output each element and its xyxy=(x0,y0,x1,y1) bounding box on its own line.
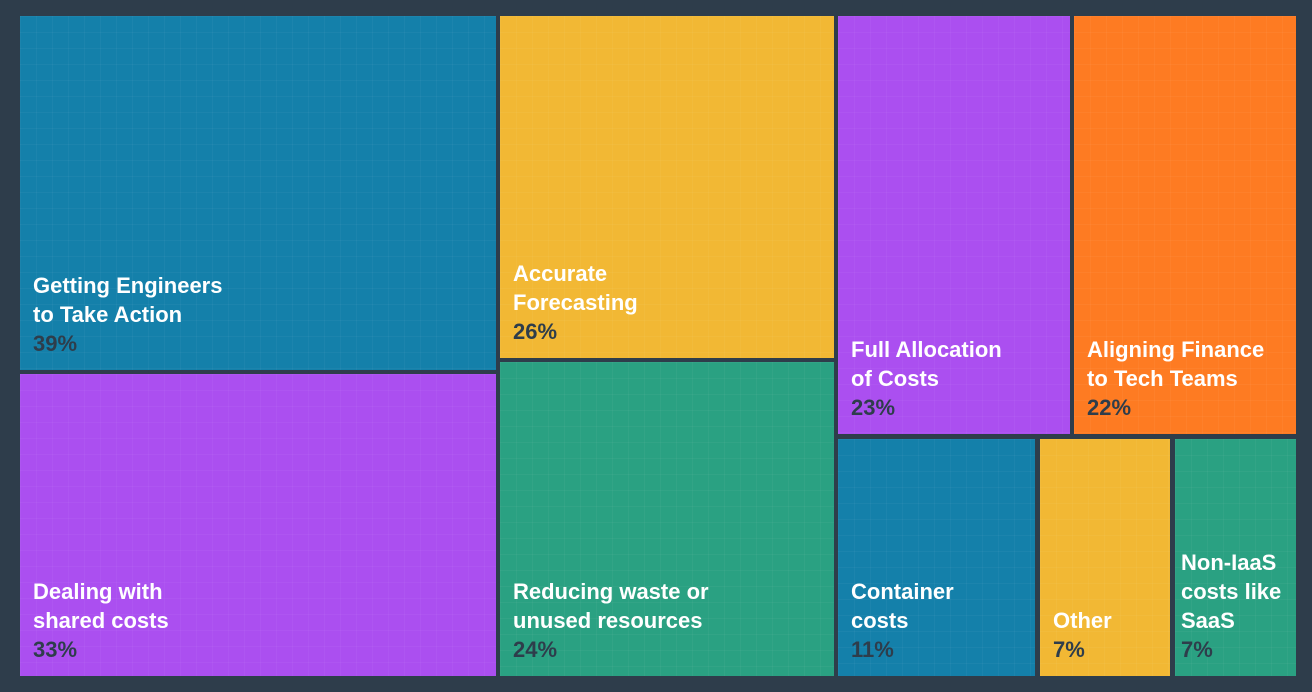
tile-label: Container costs 11% xyxy=(851,577,1027,664)
tile-category-label: Accurate Forecasting xyxy=(513,261,638,315)
tile-value-label: 39% xyxy=(33,331,78,356)
tile-label: Dealing with shared costs 33% xyxy=(33,577,488,664)
tile-label: Non-IaaS costs like SaaS 7% xyxy=(1181,548,1292,664)
tile-value-label: 7% xyxy=(1053,637,1085,662)
tile-value-label: 11% xyxy=(851,637,894,662)
tile-label: Getting Engineers to Take Action 39% xyxy=(33,271,488,358)
tile-label: Full Allocation of Costs 23% xyxy=(851,335,1062,422)
tile-value-label: 23% xyxy=(851,395,896,420)
treemap-tile: Getting Engineers to Take Action 39% xyxy=(20,16,496,370)
tile-label: Aligning Finance to Tech Teams 22% xyxy=(1087,335,1288,422)
tile-category-label: Non-IaaS costs like SaaS xyxy=(1181,550,1282,633)
tile-category-label: Reducing waste or unused resources xyxy=(513,579,709,633)
tile-label: Accurate Forecasting 26% xyxy=(513,259,826,346)
tile-category-label: Aligning Finance to Tech Teams xyxy=(1087,337,1265,391)
tile-category-label: Getting Engineers to Take Action xyxy=(33,273,223,327)
treemap-tile: Non-IaaS costs like SaaS 7% xyxy=(1175,439,1296,676)
tile-label: Other 7% xyxy=(1053,606,1162,664)
treemap-tile: Dealing with shared costs 33% xyxy=(20,374,496,676)
tile-category-label: Dealing with shared costs xyxy=(33,579,169,633)
treemap-tile: Reducing waste or unused resources 24% xyxy=(500,362,834,676)
tile-category-label: Other xyxy=(1053,608,1112,633)
tile-value-label: 22% xyxy=(1087,395,1132,420)
tile-value-label: 7% xyxy=(1181,637,1213,662)
treemap-tile: Other 7% xyxy=(1040,439,1170,676)
treemap-tile: Aligning Finance to Tech Teams 22% xyxy=(1074,16,1296,434)
treemap-tile: Full Allocation of Costs 23% xyxy=(838,16,1070,434)
tile-label: Reducing waste or unused resources 24% xyxy=(513,577,826,664)
treemap-tile: Container costs 11% xyxy=(838,439,1035,676)
tile-category-label: Full Allocation of Costs xyxy=(851,337,1002,391)
tile-value-label: 26% xyxy=(513,319,558,344)
tile-value-label: 24% xyxy=(513,637,558,662)
tile-value-label: 33% xyxy=(33,637,78,662)
treemap-tile: Accurate Forecasting 26% xyxy=(500,16,834,358)
tile-category-label: Container costs xyxy=(851,579,954,633)
